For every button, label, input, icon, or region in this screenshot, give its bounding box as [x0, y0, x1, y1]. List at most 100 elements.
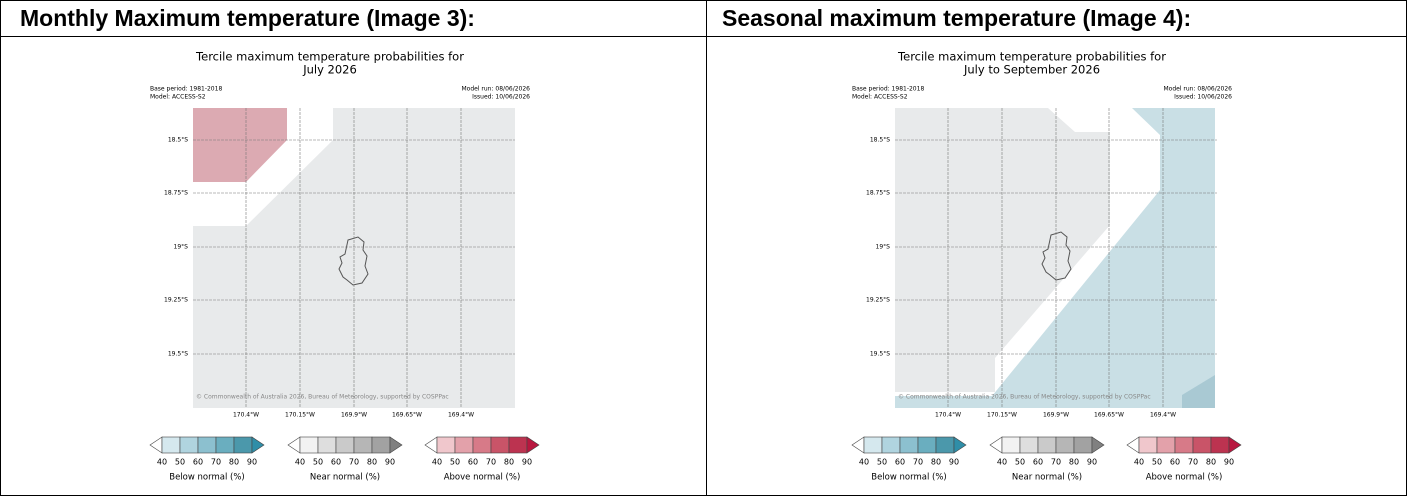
- colorbar-tick: 60: [1170, 458, 1180, 467]
- probability-region: [1182, 375, 1215, 408]
- colorbar-tick: 40: [432, 458, 442, 467]
- lon-label: 169.4°W: [448, 412, 474, 419]
- map-title: Tercile maximum temperature probabilitie…: [195, 50, 464, 64]
- credit: © Commonwealth of Australia 2026, Bureau…: [898, 394, 1151, 401]
- colorbar-tick: 90: [247, 458, 257, 467]
- model-run: Model run: 08/06/2026: [1163, 86, 1232, 93]
- colorbar-arrow: [851, 436, 865, 454]
- colorbar-box: [1073, 436, 1093, 454]
- colorbar-tick: 70: [1188, 458, 1198, 467]
- model-run: Model run: 08/06/2026: [461, 86, 530, 93]
- colorbar-box: [353, 436, 373, 454]
- colorbar-arrow: [953, 436, 967, 454]
- colorbar-tick: 80: [1069, 458, 1079, 467]
- probability-region: [193, 108, 287, 182]
- colorbar-tick: 90: [385, 458, 395, 467]
- colorbar-label: Above normal (%): [444, 473, 521, 483]
- colorbar-tick: 70: [1051, 458, 1061, 467]
- map-image: Tercile maximum temperature probabilitie…: [851, 50, 1242, 483]
- lon-label: 170.4°W: [233, 412, 259, 419]
- border: [0, 0, 1407, 1]
- lon-label: 169.9°W: [341, 412, 367, 419]
- colorbar-tick: 80: [931, 458, 941, 467]
- colorbar-tick: 90: [522, 458, 532, 467]
- colorbar-tick: 80: [229, 458, 239, 467]
- colorbar-tick: 70: [349, 458, 359, 467]
- colorbar-box: [1192, 436, 1212, 454]
- colorbar-box: [935, 436, 955, 454]
- map-title: July 2026: [302, 63, 357, 77]
- lon-label: 170.15°W: [987, 412, 1017, 419]
- colorbar-arrow: [989, 436, 1003, 454]
- colorbar-box: [161, 436, 181, 454]
- lon-label: 170.15°W: [285, 412, 315, 419]
- colorbar-label: Below normal (%): [871, 473, 946, 483]
- colorbar-label: Below normal (%): [169, 473, 244, 483]
- lat-label: 18.75°S: [866, 190, 890, 197]
- colorbar-arrow: [1091, 436, 1105, 454]
- colorbar-box: [317, 436, 337, 454]
- probability-region: [895, 108, 1215, 408]
- colorbar-tick: 90: [1224, 458, 1234, 467]
- model: Model: ACCESS-S2: [150, 94, 206, 101]
- column-header: Seasonal maximum temperature (Image 4):: [722, 5, 1192, 31]
- colorbar-box: [881, 436, 901, 454]
- colorbar-tick: 80: [367, 458, 377, 467]
- island-outline: [338, 236, 369, 286]
- colorbar-box: [335, 436, 355, 454]
- colorbar-tick: 60: [1033, 458, 1043, 467]
- colorbar-arrow: [251, 436, 265, 454]
- lat-label: 19.5°S: [168, 351, 188, 358]
- colorbar-box: [472, 436, 492, 454]
- colorbar-tick: 50: [1152, 458, 1162, 467]
- colorbar-arrow: [1126, 436, 1140, 454]
- colorbar-tick: 70: [486, 458, 496, 467]
- map-title: Tercile maximum temperature probabilitie…: [897, 50, 1166, 64]
- issued: Issued: 10/06/2026: [472, 94, 530, 101]
- base-period: Base period: 1981-2018: [150, 86, 222, 93]
- lat-label: 18.75°S: [164, 190, 188, 197]
- model: Model: ACCESS-S2: [852, 94, 908, 101]
- colorbar-tick: 80: [1206, 458, 1216, 467]
- colorbar-label: Near normal (%): [310, 473, 380, 483]
- colorbar-box: [1174, 436, 1194, 454]
- lat-label: 18.5°S: [870, 137, 890, 144]
- lat-label: 19°S: [876, 244, 891, 251]
- lat-label: 18.5°S: [168, 137, 188, 144]
- border: [0, 36, 1407, 37]
- column-header: Monthly Maximum temperature (Image 3):: [20, 5, 475, 31]
- colorbar-arrow: [389, 436, 403, 454]
- colorbar-box: [863, 436, 883, 454]
- colorbar-box: [1138, 436, 1158, 454]
- colorbar-tick: 40: [997, 458, 1007, 467]
- colorbar-label: Above normal (%): [1146, 473, 1223, 483]
- lon-label: 169.9°W: [1043, 412, 1069, 419]
- colorbar-box: [1019, 436, 1039, 454]
- colorbar-tick: 50: [313, 458, 323, 467]
- credit: © Commonwealth of Australia 2026, Bureau…: [196, 394, 449, 401]
- colorbar-box: [508, 436, 528, 454]
- border: [0, 0, 1, 496]
- lat-label: 19.25°S: [866, 297, 890, 304]
- colorbar-tick: 70: [211, 458, 221, 467]
- lon-label: 169.65°W: [392, 412, 422, 419]
- colorbar-box: [371, 436, 391, 454]
- map-image: Tercile maximum temperature probabilitie…: [149, 50, 540, 483]
- colorbar-tick: 90: [949, 458, 959, 467]
- colorbar-tick: 50: [1015, 458, 1025, 467]
- lat-label: 19.25°S: [164, 297, 188, 304]
- colorbar-box: [436, 436, 456, 454]
- colorbar-box: [1156, 436, 1176, 454]
- colorbar-tick: 60: [193, 458, 203, 467]
- lon-label: 170.4°W: [935, 412, 961, 419]
- base-period: Base period: 1981-2018: [852, 86, 924, 93]
- colorbar-arrow: [424, 436, 438, 454]
- colorbar-box: [490, 436, 510, 454]
- colorbar-tick: 40: [1134, 458, 1144, 467]
- lon-label: 169.65°W: [1094, 412, 1124, 419]
- colorbar-box: [1001, 436, 1021, 454]
- colorbar-tick: 40: [295, 458, 305, 467]
- colorbar-box: [454, 436, 474, 454]
- colorbar-tick: 60: [468, 458, 478, 467]
